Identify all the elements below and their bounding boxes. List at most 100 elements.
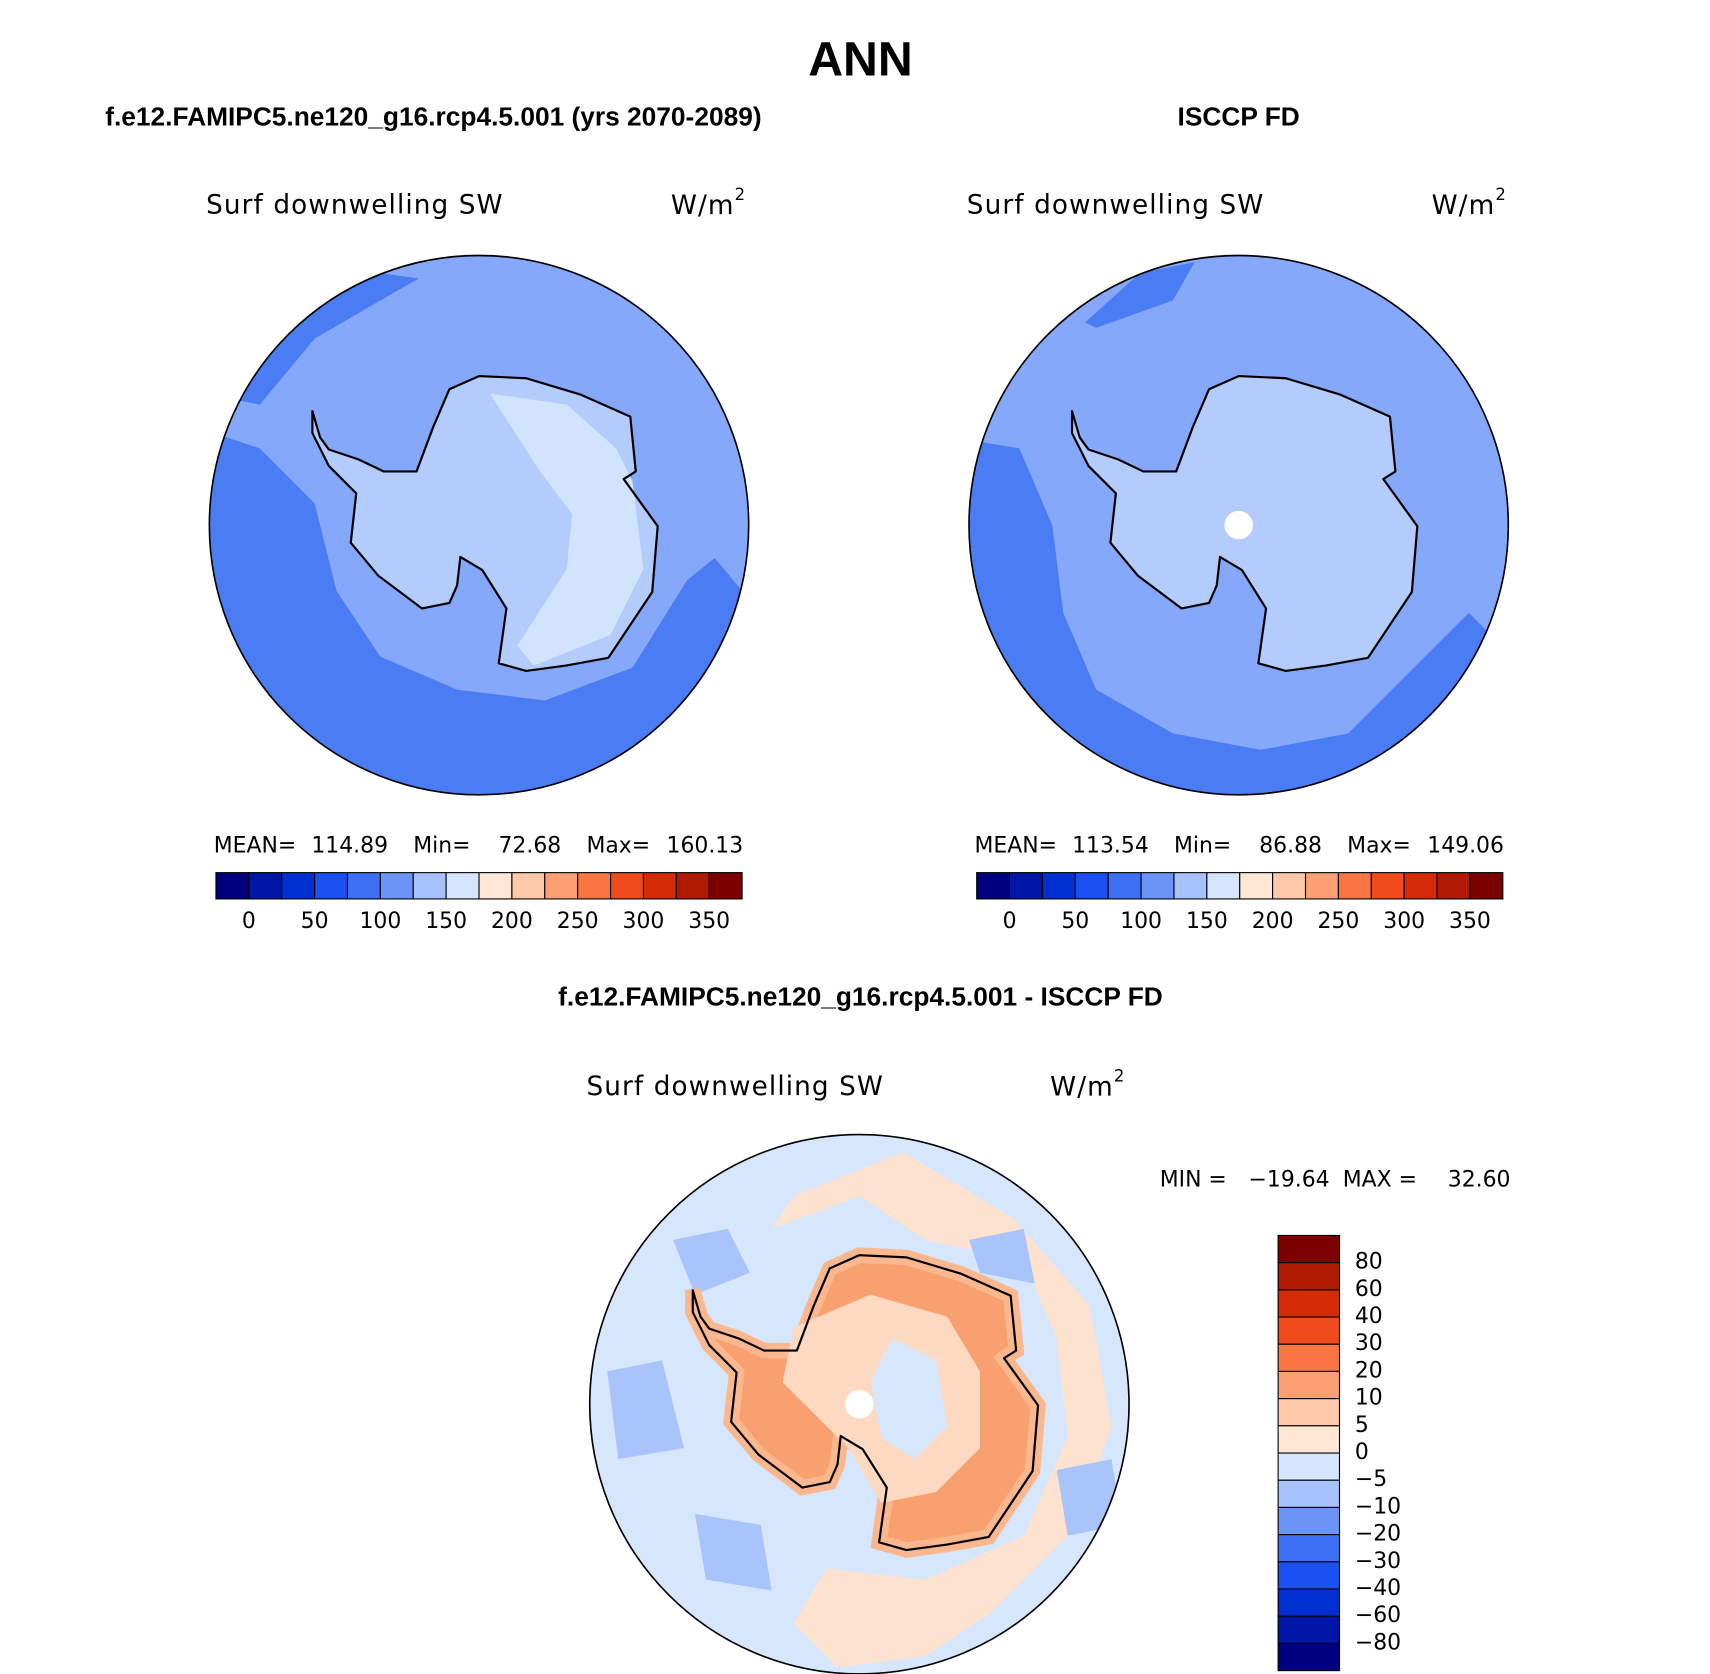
colorbar-label: 40 bbox=[1355, 1304, 1383, 1329]
colorbar-label: 60 bbox=[1355, 1277, 1383, 1302]
colorbar-label: 80 bbox=[1355, 1250, 1383, 1275]
map-region bbox=[209, 273, 419, 405]
panel-title: f.e12.FAMIPC5.ne120_g16.rcp4.5.001 (yrs … bbox=[105, 101, 761, 131]
colorbar-box bbox=[1277, 1343, 1341, 1372]
map-region bbox=[870, 1338, 948, 1460]
colorbar-box bbox=[1277, 1642, 1341, 1672]
units-exponent: 2 bbox=[1495, 185, 1507, 204]
stat-label: Max= bbox=[1347, 833, 1411, 858]
colorbar-label: 100 bbox=[359, 909, 401, 934]
stat-label: Max= bbox=[586, 833, 650, 858]
colorbar-box bbox=[1277, 1425, 1341, 1454]
colorbar-label: −10 bbox=[1355, 1494, 1401, 1519]
units: W/m bbox=[1432, 191, 1496, 221]
colorbar-box bbox=[346, 872, 381, 900]
colorbar-box bbox=[1277, 1534, 1341, 1563]
stat-value: 113.54 bbox=[1072, 833, 1149, 858]
figure-title: ANN bbox=[808, 32, 912, 86]
colorbar-label: 5 bbox=[1355, 1413, 1369, 1438]
colorbar-box bbox=[1370, 872, 1405, 900]
colorbar-label: 150 bbox=[1186, 909, 1228, 934]
colorbar-label: 0 bbox=[1003, 909, 1017, 934]
map-region bbox=[209, 426, 743, 795]
stat-value: 114.89 bbox=[311, 833, 388, 858]
stat-value: 160.13 bbox=[667, 833, 744, 858]
difference-title: f.e12.FAMIPC5.ne120_g16.rcp4.5.001 - ISC… bbox=[558, 982, 1163, 1012]
colorbar-label: 30 bbox=[1355, 1331, 1383, 1356]
colorbar-box bbox=[610, 872, 644, 900]
colorbar-label: 350 bbox=[1449, 909, 1491, 934]
colorbar-box bbox=[478, 872, 513, 900]
pole-hole bbox=[1224, 510, 1253, 540]
colorbar-box bbox=[1304, 872, 1339, 900]
units-exponent: 2 bbox=[735, 185, 747, 204]
colorbar-box bbox=[412, 872, 447, 900]
colorbar-label: −30 bbox=[1355, 1549, 1401, 1574]
colorbar-box bbox=[379, 872, 414, 900]
colorbar-box bbox=[1272, 872, 1307, 900]
colorbar-label: 20 bbox=[1355, 1358, 1383, 1383]
units: W/m bbox=[1050, 1072, 1114, 1102]
colorbar-label: −20 bbox=[1355, 1522, 1401, 1547]
map-difference bbox=[588, 1133, 1130, 1674]
stat-value: −19.64 bbox=[1249, 1168, 1330, 1193]
colorbar-box bbox=[1436, 872, 1471, 900]
units-label: W/m2 bbox=[1432, 185, 1507, 221]
colorbar-box bbox=[1277, 1398, 1341, 1427]
colorbar-box bbox=[1469, 872, 1504, 900]
pole-hole bbox=[845, 1390, 874, 1419]
colorbar-label: 50 bbox=[301, 909, 329, 934]
colorbar-box bbox=[215, 872, 250, 900]
units-exponent: 2 bbox=[1114, 1066, 1126, 1085]
colorbar-box bbox=[1403, 872, 1438, 900]
colorbar-label: 250 bbox=[1317, 909, 1359, 934]
colorbar-box bbox=[1009, 872, 1043, 900]
colorbar-box bbox=[1277, 1289, 1341, 1318]
colorbar-box bbox=[642, 872, 677, 900]
stat-label: Min= bbox=[413, 833, 470, 858]
units: W/m bbox=[671, 191, 735, 221]
colorbar-label: 150 bbox=[425, 909, 467, 934]
colorbar-label: 300 bbox=[623, 909, 665, 934]
colorbar-box bbox=[1277, 1615, 1341, 1644]
colorbar-label: 200 bbox=[491, 909, 533, 934]
colorbar-label: −60 bbox=[1355, 1603, 1401, 1628]
colorbar-label: 200 bbox=[1252, 909, 1294, 934]
stat-value: 72.68 bbox=[499, 833, 562, 858]
colorbar-box bbox=[1140, 872, 1175, 900]
colorbar-box bbox=[1074, 872, 1109, 900]
variable-label: Surf downwelling SW bbox=[967, 191, 1265, 221]
colorbar-box bbox=[1277, 1316, 1341, 1345]
stat-label: MEAN= bbox=[974, 833, 1056, 858]
colorbar-box bbox=[544, 872, 579, 900]
colorbar-box bbox=[577, 872, 612, 900]
map-region bbox=[969, 437, 1491, 795]
colorbar-box bbox=[1277, 1561, 1341, 1590]
colorbar-box bbox=[1239, 872, 1274, 900]
colorbar-label: 10 bbox=[1355, 1386, 1383, 1411]
map-border bbox=[208, 254, 750, 796]
colorbar-box bbox=[1277, 1452, 1341, 1481]
colorbar-box bbox=[1041, 872, 1076, 900]
colorbar-box bbox=[1206, 872, 1241, 900]
colorbar-box bbox=[1277, 1588, 1341, 1617]
map-region bbox=[489, 393, 644, 666]
colorbar-box bbox=[1337, 872, 1372, 900]
stat-label: MIN = bbox=[1160, 1168, 1227, 1193]
stat-label: MEAN= bbox=[214, 833, 296, 858]
colorbar-label: −5 bbox=[1355, 1467, 1387, 1492]
colorbar-label: −80 bbox=[1355, 1630, 1401, 1655]
map-border bbox=[968, 254, 1510, 796]
stat-label: MAX = bbox=[1343, 1168, 1417, 1193]
map-region bbox=[1085, 262, 1195, 328]
colorbar-label: −40 bbox=[1355, 1576, 1401, 1601]
stat-value: 149.06 bbox=[1427, 833, 1504, 858]
variable-label: Surf downwelling SW bbox=[586, 1072, 884, 1102]
colorbar-box bbox=[511, 872, 546, 900]
units-label: W/m2 bbox=[1050, 1066, 1125, 1102]
colorbar-label: 0 bbox=[242, 909, 256, 934]
colorbar-label: 100 bbox=[1120, 909, 1162, 934]
colorbar-box bbox=[1277, 1262, 1341, 1291]
colorbar-box bbox=[976, 872, 1011, 900]
variable-label: Surf downwelling SW bbox=[206, 191, 504, 221]
